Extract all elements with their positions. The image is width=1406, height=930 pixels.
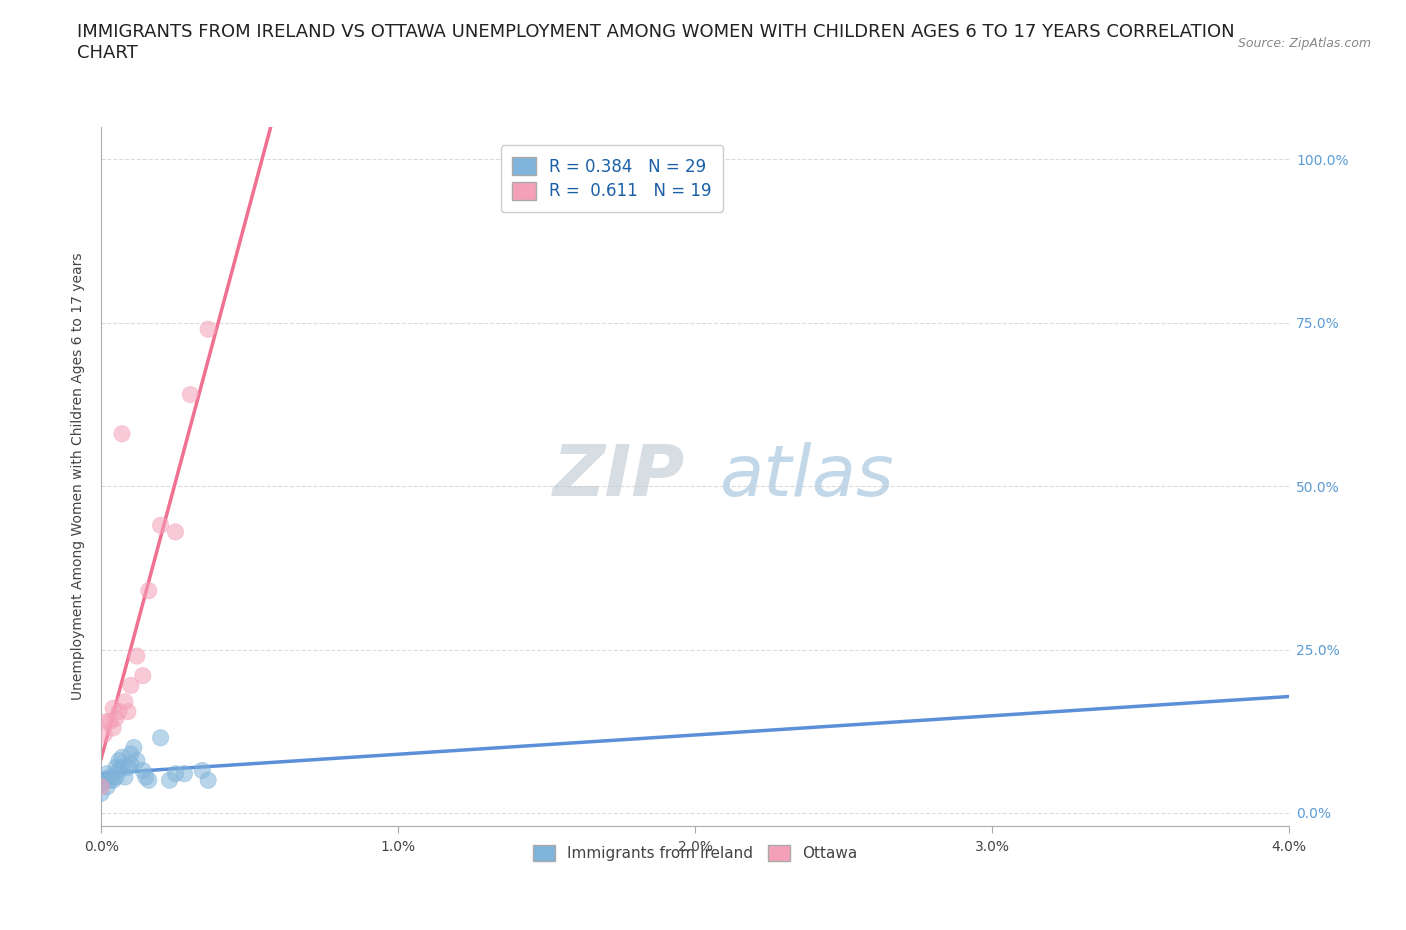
Ellipse shape	[162, 772, 177, 789]
Ellipse shape	[122, 756, 139, 772]
Ellipse shape	[183, 387, 198, 403]
Ellipse shape	[96, 772, 112, 789]
Ellipse shape	[98, 765, 115, 782]
Text: Source: ZipAtlas.com: Source: ZipAtlas.com	[1237, 37, 1371, 50]
Ellipse shape	[194, 763, 211, 778]
Ellipse shape	[120, 759, 136, 776]
Text: ZIP: ZIP	[553, 442, 685, 511]
Ellipse shape	[98, 778, 115, 795]
Ellipse shape	[105, 772, 121, 789]
Ellipse shape	[103, 713, 118, 730]
Ellipse shape	[135, 763, 150, 778]
Ellipse shape	[114, 750, 131, 765]
Ellipse shape	[176, 765, 193, 782]
Ellipse shape	[125, 739, 142, 756]
Text: IMMIGRANTS FROM IRELAND VS OTTAWA UNEMPLOYMENT AMONG WOMEN WITH CHILDREN AGES 6 : IMMIGRANTS FROM IRELAND VS OTTAWA UNEMPL…	[77, 23, 1234, 62]
Ellipse shape	[120, 703, 136, 720]
Ellipse shape	[103, 769, 118, 785]
Ellipse shape	[114, 759, 131, 776]
Ellipse shape	[167, 524, 184, 540]
Ellipse shape	[117, 769, 134, 785]
Text: atlas: atlas	[718, 442, 894, 511]
Ellipse shape	[152, 730, 169, 746]
Ellipse shape	[98, 713, 115, 730]
Ellipse shape	[114, 426, 131, 442]
Ellipse shape	[111, 752, 127, 769]
Ellipse shape	[105, 700, 121, 716]
Ellipse shape	[93, 778, 110, 795]
Ellipse shape	[105, 720, 121, 737]
Y-axis label: Unemployment Among Women with Children Ages 6 to 17 years: Unemployment Among Women with Children A…	[72, 253, 86, 700]
Ellipse shape	[135, 668, 150, 684]
Ellipse shape	[93, 785, 110, 802]
Ellipse shape	[122, 677, 139, 694]
Ellipse shape	[111, 763, 127, 778]
Ellipse shape	[122, 746, 139, 763]
Ellipse shape	[117, 694, 134, 710]
Ellipse shape	[167, 765, 184, 782]
Ellipse shape	[108, 769, 124, 785]
Ellipse shape	[108, 710, 124, 726]
Ellipse shape	[93, 776, 110, 791]
Ellipse shape	[96, 726, 112, 743]
Ellipse shape	[152, 517, 169, 534]
Ellipse shape	[129, 752, 145, 769]
Ellipse shape	[141, 582, 157, 599]
Legend: Immigrants from Ireland, Ottawa: Immigrants from Ireland, Ottawa	[527, 839, 863, 868]
Ellipse shape	[138, 769, 153, 785]
Ellipse shape	[200, 772, 217, 789]
Ellipse shape	[108, 759, 124, 776]
Ellipse shape	[129, 648, 145, 664]
Ellipse shape	[141, 772, 157, 789]
Ellipse shape	[103, 772, 118, 789]
Ellipse shape	[200, 321, 217, 338]
Ellipse shape	[111, 703, 127, 720]
